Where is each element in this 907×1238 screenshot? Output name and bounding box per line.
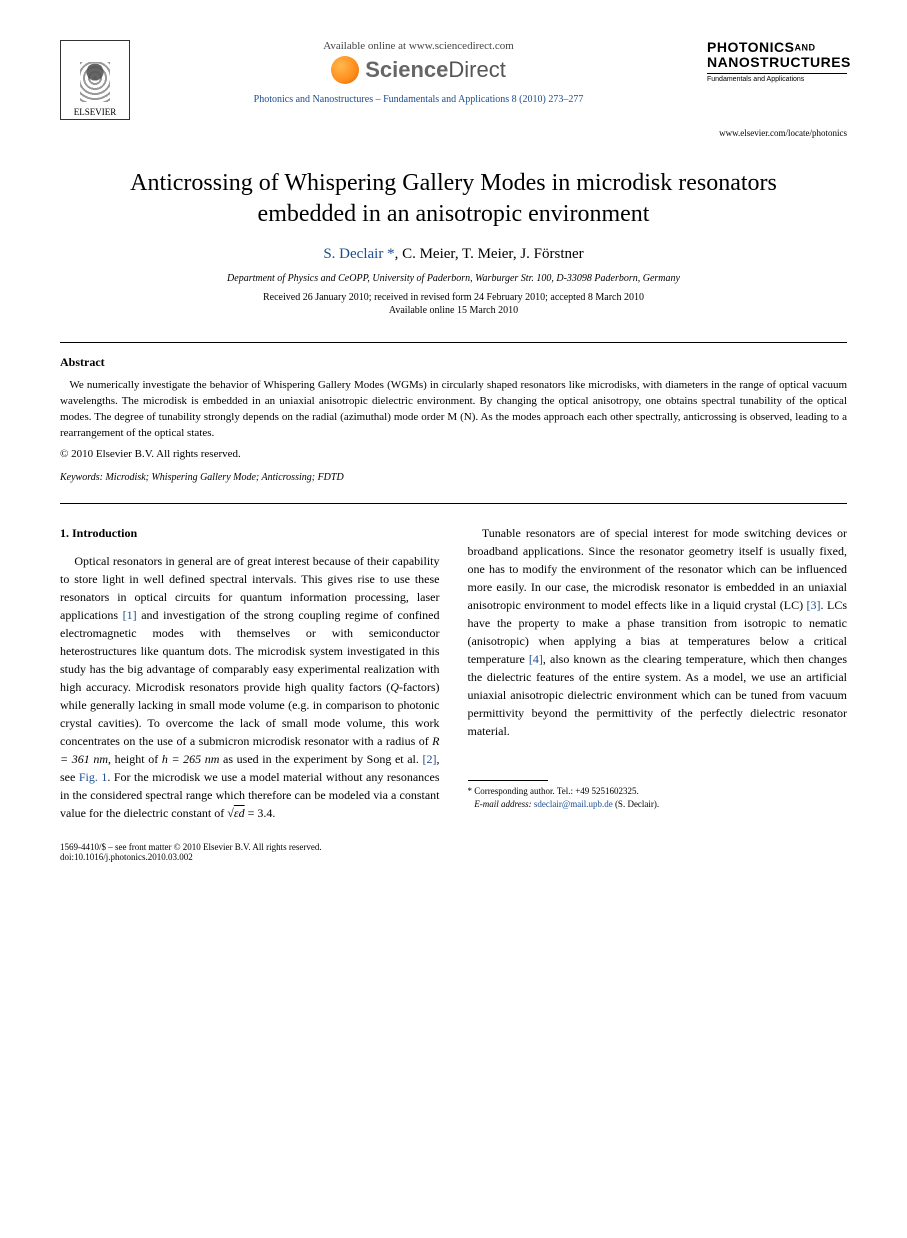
- dates-received: Received 26 January 2010; received in re…: [60, 292, 847, 303]
- footer: 1569-4410/$ – see front matter © 2010 El…: [60, 842, 847, 862]
- author-3: T. Meier: [462, 246, 513, 262]
- intro-paragraph-2: Tunable resonators are of special intere…: [468, 524, 848, 740]
- journal-logo: PHOTONICSAND NANOSTRUCTURES Fundamentals…: [707, 40, 847, 83]
- issn-line: 1569-4410/$ – see front matter © 2010 El…: [60, 842, 322, 852]
- journal-logo-line1: PHOTONICS: [707, 39, 794, 55]
- author-4: J. Förstner: [520, 246, 583, 262]
- sqrt-symbol: εd: [227, 806, 244, 820]
- email-who: (S. Declair).: [613, 799, 659, 809]
- available-online-text: Available online at www.sciencedirect.co…: [150, 40, 687, 52]
- section-1-heading: 1. Introduction: [60, 524, 440, 542]
- ref-2-link[interactable]: [2]: [423, 752, 437, 766]
- height-eq: h = 265 nm: [162, 752, 220, 766]
- p1-text-h: .: [272, 806, 275, 820]
- keywords-text: Microdisk; Whispering Gallery Mode; Anti…: [103, 472, 344, 483]
- abstract-text: We numerically investigate the behavior …: [60, 378, 847, 442]
- rule-above-abstract: [60, 342, 847, 343]
- journal-reference-link[interactable]: Photonics and Nanostructures – Fundament…: [254, 94, 584, 105]
- email-line: E-mail address: sdeclair@mail.upb.de (S.…: [468, 798, 848, 811]
- center-header: Available online at www.sciencedirect.co…: [130, 40, 707, 105]
- affiliation: Department of Physics and CeOPP, Univers…: [60, 273, 847, 284]
- email-link[interactable]: sdeclair@mail.upb.de: [534, 799, 613, 809]
- abstract-heading: Abstract: [60, 355, 847, 370]
- journal-reference[interactable]: Photonics and Nanostructures – Fundament…: [150, 94, 687, 105]
- author-1[interactable]: S. Declair: [323, 246, 383, 262]
- elsevier-label: ELSEVIER: [74, 107, 117, 117]
- journal-logo-and: AND: [794, 42, 815, 52]
- sciencedirect-logo: ScienceDirect: [150, 56, 687, 84]
- doi-line: doi:10.1016/j.photonics.2010.03.002: [60, 852, 322, 862]
- intro-paragraph-1: Optical resonators in general are of gre…: [60, 552, 440, 822]
- footnote-separator: [468, 780, 548, 781]
- q-factor-symbol: Q: [390, 680, 399, 694]
- dates-online: Available online 15 March 2010: [60, 305, 847, 316]
- ref-3-link[interactable]: [3]: [807, 598, 821, 612]
- footnote-block: * Corresponding author. Tel.: +49 525160…: [468, 785, 848, 810]
- p2-text-a: Tunable resonators are of special intere…: [468, 526, 848, 612]
- sciencedirect-text: ScienceDirect: [365, 57, 506, 83]
- keywords-label: Keywords:: [60, 472, 103, 483]
- abstract-copyright: © 2010 Elsevier B.V. All rights reserved…: [60, 448, 847, 460]
- author-2: C. Meier: [402, 246, 455, 262]
- article-title: Anticrossing of Whispering Gallery Modes…: [100, 168, 807, 230]
- footer-left: 1569-4410/$ – see front matter © 2010 El…: [60, 842, 322, 862]
- fig-1-link[interactable]: Fig. 1: [79, 770, 108, 784]
- corresponding-star[interactable]: *: [387, 246, 395, 262]
- ref-4-link[interactable]: [4]: [529, 652, 543, 666]
- eps-symbol: εd: [234, 806, 245, 820]
- authors: S. Declair *, C. Meier, T. Meier, J. För…: [60, 246, 847, 263]
- journal-logo-title: PHOTONICSAND NANOSTRUCTURES: [707, 40, 847, 71]
- rule-below-abstract: [60, 503, 847, 504]
- journal-logo-line2: NANOSTRUCTURES: [707, 54, 851, 70]
- p1-text-e: as used in the experiment by Song et al.: [219, 752, 422, 766]
- eps-value: = 3.4: [245, 806, 273, 820]
- elsevier-logo: ELSEVIER: [60, 40, 130, 120]
- body-columns: 1. Introduction Optical resonators in ge…: [60, 524, 847, 822]
- abstract-body: We numerically investigate the behavior …: [60, 379, 847, 439]
- email-label: E-mail address:: [474, 799, 531, 809]
- journal-logo-subtitle: Fundamentals and Applications: [707, 73, 847, 83]
- abstract-section: Abstract We numerically investigate the …: [60, 355, 847, 483]
- sciencedirect-orb-icon: [331, 56, 359, 84]
- ref-1-link[interactable]: [1]: [123, 608, 137, 622]
- header-row: ELSEVIER Available online at www.science…: [60, 40, 847, 120]
- p1-text-d: , height of: [108, 752, 162, 766]
- keywords: Keywords: Microdisk; Whispering Gallery …: [60, 472, 847, 483]
- elsevier-tree-icon: [70, 57, 120, 107]
- locate-url[interactable]: www.elsevier.com/locate/photonics: [60, 128, 847, 138]
- corresponding-author: * Corresponding author. Tel.: +49 525160…: [468, 785, 848, 798]
